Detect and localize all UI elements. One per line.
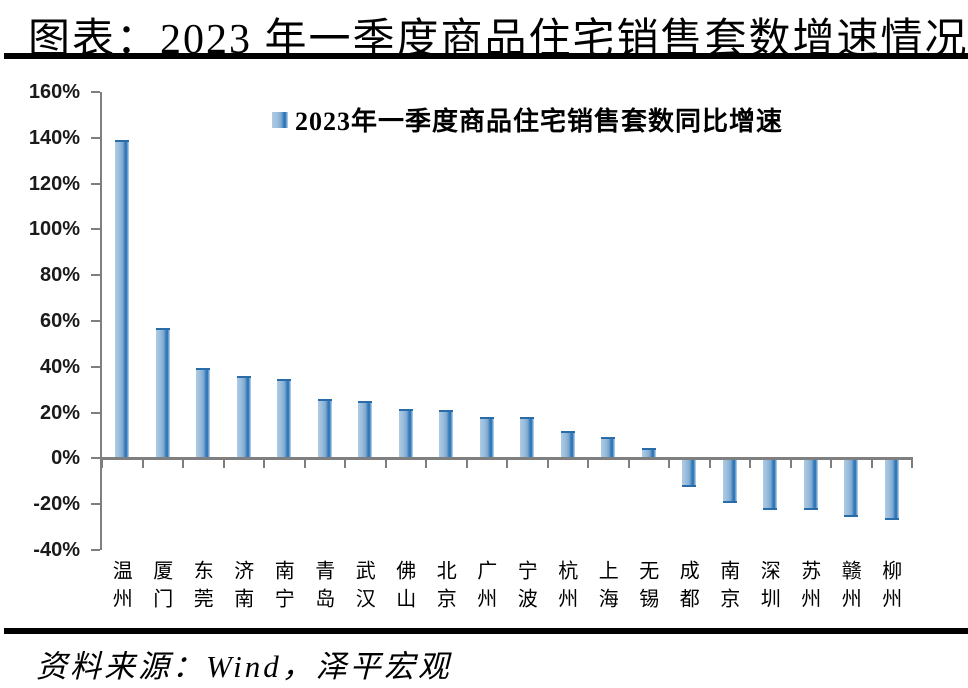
y-axis-tick-label: 80% — [39, 264, 80, 287]
bar — [682, 458, 697, 488]
x-axis-labels: 温州 厦门 东莞 济南 南宁 青岛 武汉 佛山 北京 广州 宁波 杭州 上海 无锡 成都 南京 深圳 苏州 赣州 柳州 — [100, 560, 910, 626]
footer-divider — [4, 628, 968, 634]
bar — [722, 458, 737, 504]
x-axis-tick — [870, 457, 873, 469]
x-axis-tick — [101, 457, 103, 469]
y-axis-tick — [91, 274, 100, 277]
x-axis-tick — [425, 457, 427, 469]
y-axis-tick — [91, 228, 100, 231]
y-axis-tick — [91, 503, 100, 506]
x-axis-category-label: 苏州 — [797, 560, 820, 616]
x-axis-tick — [911, 457, 913, 469]
bar — [601, 436, 616, 459]
x-axis-category-label: 厦门 — [149, 560, 172, 616]
x-axis-category-label: 北京 — [433, 560, 456, 616]
y-axis-tick — [91, 549, 100, 551]
x-axis-category-label: 上海 — [595, 560, 618, 616]
title-divider — [4, 53, 968, 59]
x-axis-category-label: 无锡 — [635, 560, 658, 616]
x-axis-category-label: 宁波 — [514, 560, 537, 616]
bar — [277, 379, 292, 459]
source-note: 资料来源：Wind，泽平宏观 — [36, 649, 452, 684]
y-axis-tick — [91, 411, 100, 414]
x-axis-category-label: 深圳 — [757, 560, 780, 616]
y-axis-tick — [91, 182, 100, 185]
x-axis-category-label: 武汉 — [352, 560, 375, 616]
y-axis-tick — [91, 320, 100, 322]
y-axis-tick-label: 140% — [28, 126, 80, 149]
x-axis-tick — [587, 457, 589, 469]
legend-swatch-icon — [272, 111, 288, 128]
x-axis-category-label: 柳州 — [878, 560, 901, 616]
bar — [803, 458, 818, 510]
bar — [884, 458, 899, 521]
x-axis-tick — [546, 457, 549, 469]
bar — [763, 458, 778, 510]
legend-label: 2023年一季度商品住宅销售套数同比增速 — [295, 107, 784, 136]
x-axis-category-label: 广州 — [473, 560, 496, 616]
y-axis-labels: 160% 140% 120% 100% 80% 60% 40% 20% 0% -20% -40% — [0, 81, 80, 561]
x-axis-tick — [830, 457, 832, 469]
x-axis-tick — [182, 457, 184, 469]
bar — [317, 398, 332, 459]
y-axis-tick-label: 100% — [28, 218, 80, 241]
y-axis-tick-label: 40% — [39, 355, 80, 378]
bar — [236, 375, 251, 459]
x-axis-category-label: 济南 — [230, 560, 253, 616]
y-axis-tick-label: 160% — [28, 81, 80, 103]
x-axis-tick — [506, 457, 508, 469]
x-axis-category-label: 温州 — [109, 560, 132, 616]
plot-area — [91, 91, 913, 551]
y-axis-tick — [91, 457, 100, 460]
x-axis-tick — [344, 457, 346, 469]
x-axis-tick — [668, 457, 670, 469]
y-axis-tick-label: 0% — [51, 447, 80, 470]
bar — [155, 327, 170, 459]
x-axis-category-label: 青岛 — [311, 560, 334, 616]
bar — [196, 367, 211, 459]
legend: 2023年一季度商品住宅销售套数同比增速 — [272, 101, 783, 138]
x-axis-category-label: 成都 — [676, 560, 699, 616]
y-axis-tick-label: 120% — [28, 172, 80, 195]
bar — [479, 417, 494, 459]
bar — [844, 458, 859, 517]
x-axis-tick — [263, 457, 265, 469]
x-axis-tick — [749, 457, 751, 469]
x-axis-category-label: 杭州 — [554, 560, 577, 616]
x-axis-tick — [627, 457, 630, 469]
x-axis-category-label: 佛山 — [392, 560, 415, 616]
x-axis-tick — [789, 457, 792, 469]
x-axis-tick — [384, 457, 387, 469]
bar — [520, 417, 535, 459]
y-axis-tick — [91, 91, 100, 93]
x-axis-tick — [141, 457, 144, 469]
y-axis-tick-label: 60% — [39, 310, 80, 332]
y-axis-tick — [91, 136, 100, 139]
x-axis-tick — [303, 457, 306, 469]
bar — [641, 448, 656, 459]
y-axis-tick-label: 20% — [39, 401, 80, 424]
y-axis-tick-label: -20% — [33, 493, 80, 516]
bar — [439, 410, 454, 459]
x-axis-tick — [708, 457, 711, 469]
x-axis-category-label: 赣州 — [838, 560, 861, 616]
bar — [560, 430, 575, 459]
x-axis-category-label: 南宁 — [271, 560, 294, 616]
bar — [398, 409, 413, 459]
x-axis-tick — [465, 457, 468, 469]
bar — [115, 140, 130, 459]
y-axis-tick-label: -40% — [33, 539, 80, 561]
bar — [358, 401, 373, 459]
x-axis-category-label: 东莞 — [190, 560, 213, 616]
y-axis-tick — [91, 365, 100, 368]
x-axis-category-label: 南京 — [716, 560, 739, 616]
x-axis-tick — [222, 457, 225, 469]
